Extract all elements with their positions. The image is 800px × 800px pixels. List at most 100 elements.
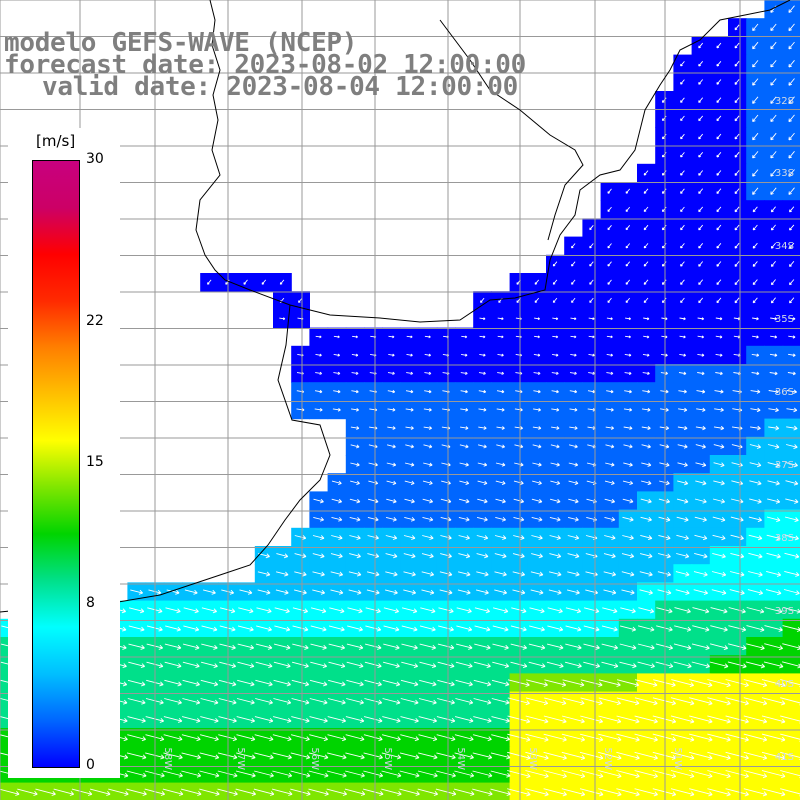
wind-arrow: [381, 788, 402, 796]
wind-arrow: [670, 697, 695, 706]
wind-arrow: [729, 571, 745, 577]
wind-arrow: [725, 751, 749, 760]
wind-arrow: [670, 733, 695, 742]
wind-speed-cell: [54, 782, 74, 800]
wind-arrow: [707, 770, 731, 779]
wind-arrow: [183, 625, 200, 632]
wind-arrow: [543, 751, 567, 760]
wind-arrow: [544, 679, 567, 687]
wind-arrow: [199, 734, 219, 742]
wind-arrow: [710, 607, 728, 614]
wind-arrow: [748, 571, 763, 577]
wind-arrow: [707, 679, 731, 688]
wind-speed-cell: [254, 782, 274, 800]
wind-arrow: [476, 571, 489, 577]
wind-arrow: [643, 188, 649, 194]
wind-arrow: [661, 224, 667, 231]
wind-arrow: [752, 224, 758, 231]
wind-arrow: [601, 625, 618, 632]
wind-arrow: [788, 60, 795, 68]
wind-arrow: [725, 715, 749, 724]
wind-speed-cell: [109, 782, 128, 800]
wind-arrow: [237, 625, 254, 632]
wind-arrow: [439, 571, 453, 577]
wind-arrow: [752, 279, 758, 286]
wind-arrow: [164, 698, 182, 705]
wind-arrow: [729, 589, 745, 596]
wind-arrow: [734, 279, 740, 286]
wind-arrow: [236, 752, 256, 760]
wind-arrow: [403, 589, 417, 595]
latitude-label: 37S: [775, 460, 794, 471]
wind-arrow: [308, 770, 329, 778]
wind-arrow: [272, 716, 292, 723]
wind-arrow: [423, 407, 432, 412]
wind-arrow: [640, 480, 652, 486]
wind-arrow: [492, 661, 510, 669]
wind-arrow: [364, 643, 382, 650]
wind-arrow: [580, 697, 603, 706]
wind-arrow: [456, 607, 472, 614]
wind-arrow: [725, 679, 749, 688]
wind-arrow: [769, 371, 778, 376]
wind-arrow: [476, 516, 488, 522]
wind-arrow: [713, 444, 725, 449]
wind-arrow: [694, 552, 708, 559]
wind-arrow: [625, 335, 631, 339]
wind-arrow: [399, 752, 420, 760]
wind-arrow: [552, 353, 559, 357]
wind-arrow: [290, 788, 311, 796]
wind-arrow: [256, 607, 272, 614]
wind-speed-cell: [436, 782, 456, 800]
wind-arrow: [652, 715, 677, 724]
wind-arrow: [387, 426, 396, 430]
wind-arrow: [734, 42, 740, 49]
wind-arrow: [734, 170, 740, 176]
wind-speed-cell: [163, 782, 183, 800]
wind-arrow: [385, 535, 398, 540]
wind-arrow: [292, 607, 309, 614]
wind-arrow: [789, 279, 795, 286]
wind-arrow: [710, 625, 728, 632]
wind-arrow: [385, 571, 398, 577]
wind-arrow: [727, 643, 747, 651]
wind-arrow: [661, 206, 667, 213]
wind-arrow: [680, 243, 685, 249]
wind-arrow: [676, 498, 689, 504]
wind-arrow: [676, 553, 690, 559]
wind-arrow: [273, 698, 292, 705]
wind-arrow: [677, 425, 688, 431]
wind-arrow: [478, 426, 487, 430]
wind-arrow: [529, 625, 545, 632]
wind-arrow: [512, 571, 526, 577]
wind-arrow: [716, 79, 722, 85]
wind-arrow: [716, 297, 722, 304]
wind-arrow: [569, 426, 578, 430]
wind-arrow: [455, 679, 473, 687]
longitude-label: 51W: [672, 747, 683, 770]
wind-arrow: [625, 188, 631, 194]
wind-arrow: [766, 552, 781, 559]
wind-arrow: [454, 752, 474, 760]
wind-arrow: [350, 444, 360, 449]
wind-arrow: [784, 534, 799, 541]
wind-arrow: [761, 751, 786, 760]
wind-arrow: [366, 589, 380, 595]
wind-arrow: [310, 643, 327, 650]
wind-arrow: [679, 335, 686, 339]
wind-arrow: [406, 353, 413, 357]
wind-arrow: [639, 553, 653, 559]
wind-arrow: [661, 353, 668, 357]
latitude-label: 33S: [775, 168, 794, 179]
wind-arrow: [643, 261, 649, 267]
wind-arrow: [239, 589, 253, 595]
wind-arrow: [496, 426, 505, 430]
wind-arrow: [401, 661, 419, 669]
wind-arrow: [570, 353, 577, 357]
wind-arrow: [693, 589, 709, 595]
wind-arrow: [716, 243, 722, 249]
wind-arrow: [622, 480, 634, 486]
wind-arrow: [543, 770, 567, 779]
wind-arrow: [491, 734, 511, 742]
wind-arrow: [698, 261, 704, 267]
